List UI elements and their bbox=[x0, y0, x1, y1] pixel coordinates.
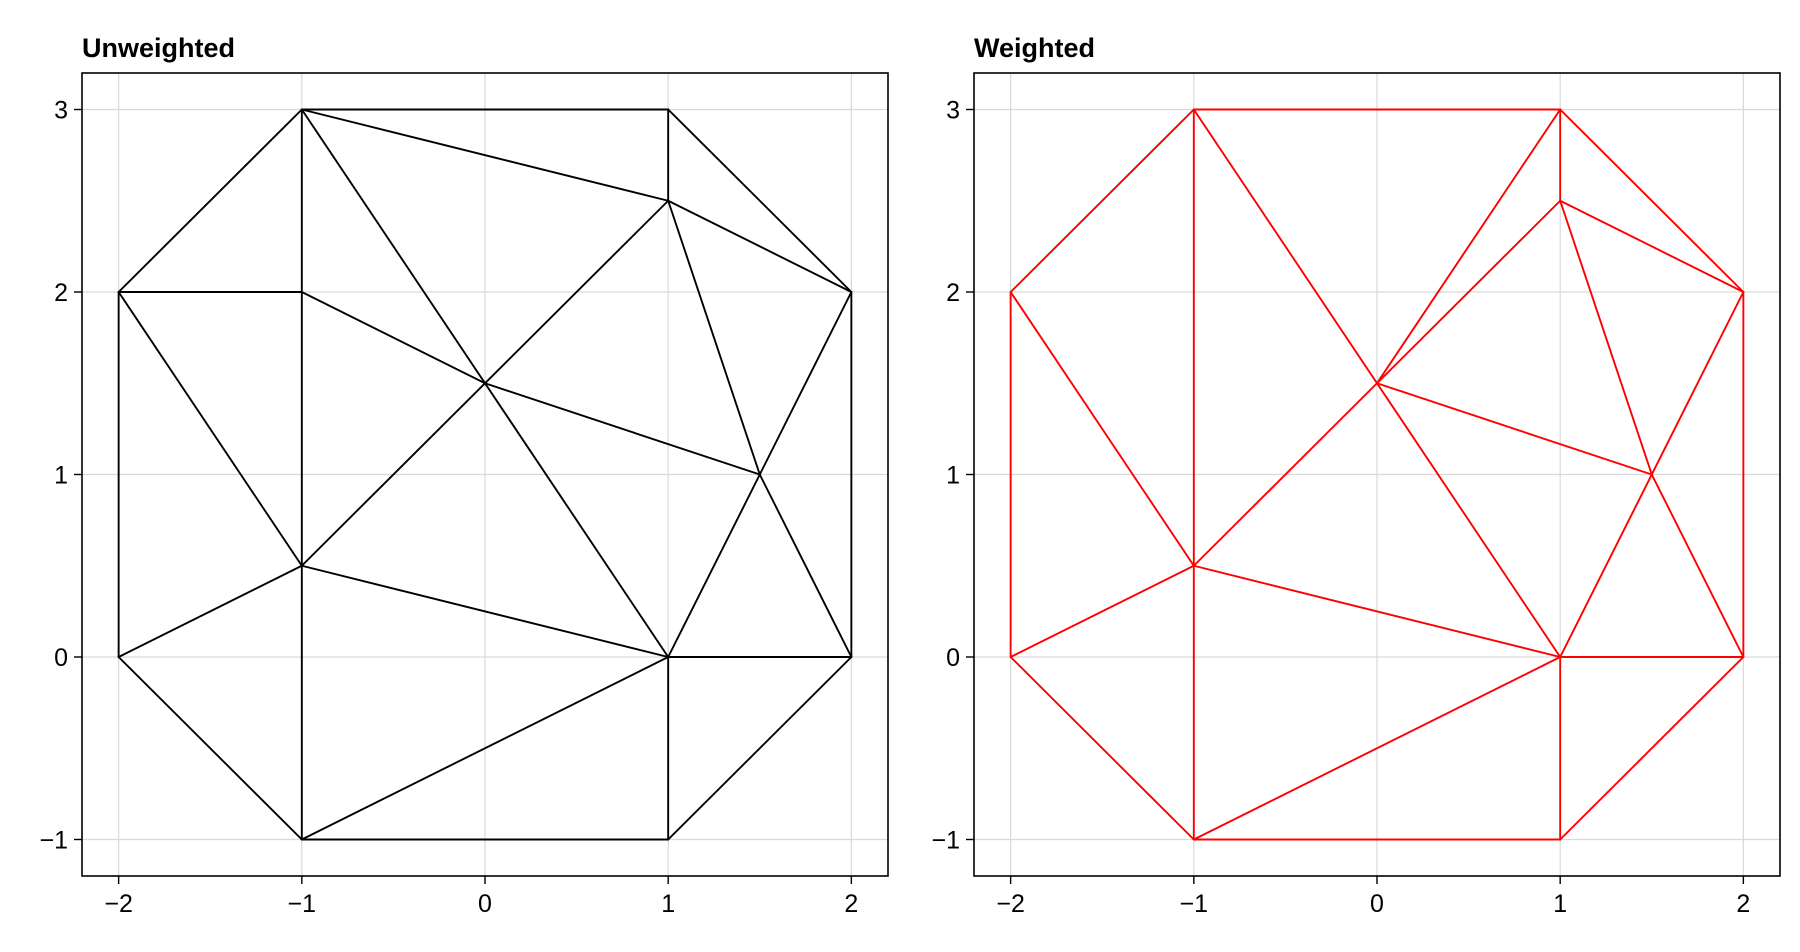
triangulation-edge bbox=[1376, 108, 1562, 385]
triangulation-edge bbox=[300, 656, 670, 841]
triangulation-edge bbox=[117, 291, 303, 567]
triangulation-edge bbox=[758, 291, 853, 476]
triangulation-edge bbox=[300, 564, 670, 658]
triangulation-edge bbox=[1559, 199, 1745, 293]
x-tick-label: 2 bbox=[844, 890, 858, 918]
triangulation-edge bbox=[1559, 656, 1745, 841]
x-tick-label: −2 bbox=[996, 890, 1025, 918]
triangulation-edge bbox=[1192, 656, 1562, 841]
triangulation-edge bbox=[667, 199, 761, 476]
triangulation-edge bbox=[1009, 656, 1195, 841]
triangulation-edge bbox=[667, 656, 853, 841]
x-tick-label: 2 bbox=[1736, 890, 1750, 918]
triangulation-edge bbox=[1559, 108, 1745, 293]
triangulation-edge bbox=[117, 108, 303, 293]
triangulation-edge bbox=[300, 291, 486, 385]
triangulation-edge bbox=[484, 382, 670, 658]
y-tick-label: −1 bbox=[39, 827, 68, 855]
x-tick-label: 1 bbox=[661, 890, 675, 918]
x-tick-label: −1 bbox=[1180, 890, 1209, 918]
panel-unweighted: Unweighted −2 −1 0 1 2 −1 0 1 2 3 bbox=[39, 33, 889, 918]
triangulation-edge bbox=[1559, 199, 1653, 476]
triangulation-edge bbox=[1192, 382, 1378, 567]
triangulation-edge bbox=[484, 382, 761, 476]
triangulation-edge bbox=[300, 108, 486, 385]
triangulation-edge bbox=[1192, 564, 1562, 658]
triangulation-edge bbox=[1376, 382, 1653, 476]
x-tick-label: 0 bbox=[478, 890, 492, 918]
triangulation-edge bbox=[1009, 108, 1195, 293]
triangulation-edge bbox=[1559, 473, 1653, 658]
y-tick-label: 3 bbox=[54, 97, 68, 125]
triangulation-edge bbox=[1650, 291, 1745, 476]
x-tick-label: 1 bbox=[1553, 890, 1567, 918]
triangulation-edge bbox=[117, 564, 303, 658]
x-tick-label: −2 bbox=[104, 890, 133, 918]
triangulation-edge bbox=[1376, 199, 1562, 385]
y-tick-label: 3 bbox=[946, 97, 960, 125]
triangulation-edge bbox=[1009, 291, 1195, 567]
panel-title: Unweighted bbox=[82, 33, 235, 63]
triangulation-edge bbox=[1009, 564, 1195, 658]
triangulation-edge bbox=[667, 108, 853, 293]
y-tick-label: 0 bbox=[946, 644, 960, 672]
panel-weighted: Weighted −2 −1 0 1 2 −1 0 1 2 3 bbox=[931, 33, 1781, 918]
x-tick-label: −1 bbox=[288, 890, 317, 918]
panel-title: Weighted bbox=[974, 33, 1095, 63]
triangulation-edge bbox=[117, 656, 303, 841]
y-tick-label: 1 bbox=[946, 462, 960, 490]
y-tick-label: 1 bbox=[54, 462, 68, 490]
triangulation-edge bbox=[1192, 108, 1378, 385]
y-tick-label: 0 bbox=[54, 644, 68, 672]
triangulation-edge bbox=[667, 199, 853, 293]
triangulation-edge bbox=[1376, 382, 1562, 658]
triangulation-edge bbox=[667, 473, 761, 658]
x-tick-label: 0 bbox=[1370, 890, 1384, 918]
y-tick-label: 2 bbox=[54, 279, 68, 307]
triangulation-edge bbox=[300, 108, 670, 202]
triangulation-edge bbox=[1650, 473, 1745, 658]
y-tick-label: −1 bbox=[931, 827, 960, 855]
y-tick-label: 2 bbox=[946, 279, 960, 307]
triangulation-edge bbox=[758, 473, 853, 658]
